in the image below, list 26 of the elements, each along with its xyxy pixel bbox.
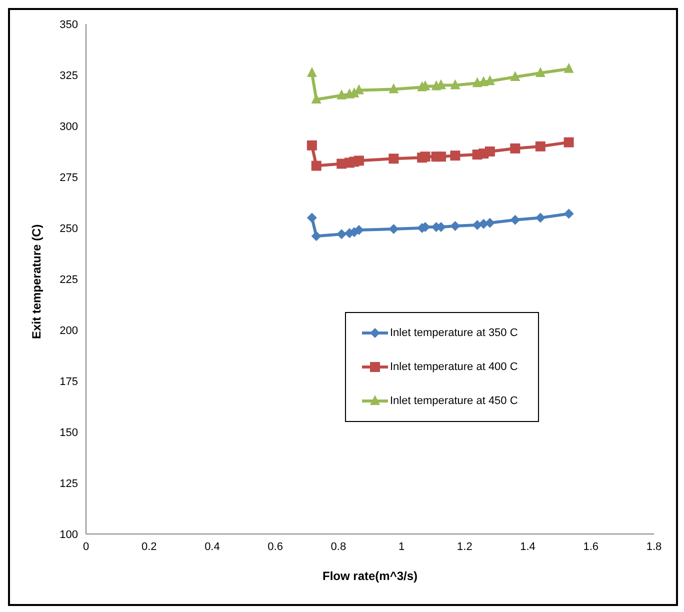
y-tick-label: 175 <box>60 376 78 388</box>
y-tick-label: 250 <box>60 222 78 235</box>
y-tick-label: 150 <box>60 426 78 439</box>
x-tick-label: 0.4 <box>204 540 220 553</box>
y-tick-label: 225 <box>60 274 78 286</box>
x-axis-title: Flow rate(m^3/s) <box>322 569 418 583</box>
y-tick-label: 350 <box>60 18 78 31</box>
legend-label: Inlet temperature at 350 C <box>390 327 518 339</box>
x-tick-label: 1.6 <box>583 540 599 553</box>
x-tick-label: 1.2 <box>457 540 472 553</box>
x-tick-label: 0 <box>82 540 90 553</box>
y-tick-label: 125 <box>60 478 78 490</box>
x-tick-label: 0.8 <box>330 540 346 553</box>
y-tick-label: 325 <box>60 70 78 82</box>
x-tick-label: 1 <box>398 540 405 553</box>
y-axis-title: Exit temperature (C) <box>29 224 44 339</box>
x-tick-label: 1.4 <box>520 540 536 553</box>
x-tick-label: 0.6 <box>268 540 283 553</box>
x-tick-label: 0.2 <box>141 540 157 553</box>
y-tick-label: 100 <box>60 528 78 541</box>
y-tick-label: 300 <box>60 120 78 133</box>
y-tick-label: 275 <box>60 172 78 184</box>
legend-label: Inlet temperature at 400 C <box>390 361 518 373</box>
x-tick-label: 1.8 <box>646 540 662 553</box>
legend-label: Inlet temperature at 450 C <box>390 395 518 407</box>
y-tick-label: 200 <box>60 324 78 337</box>
